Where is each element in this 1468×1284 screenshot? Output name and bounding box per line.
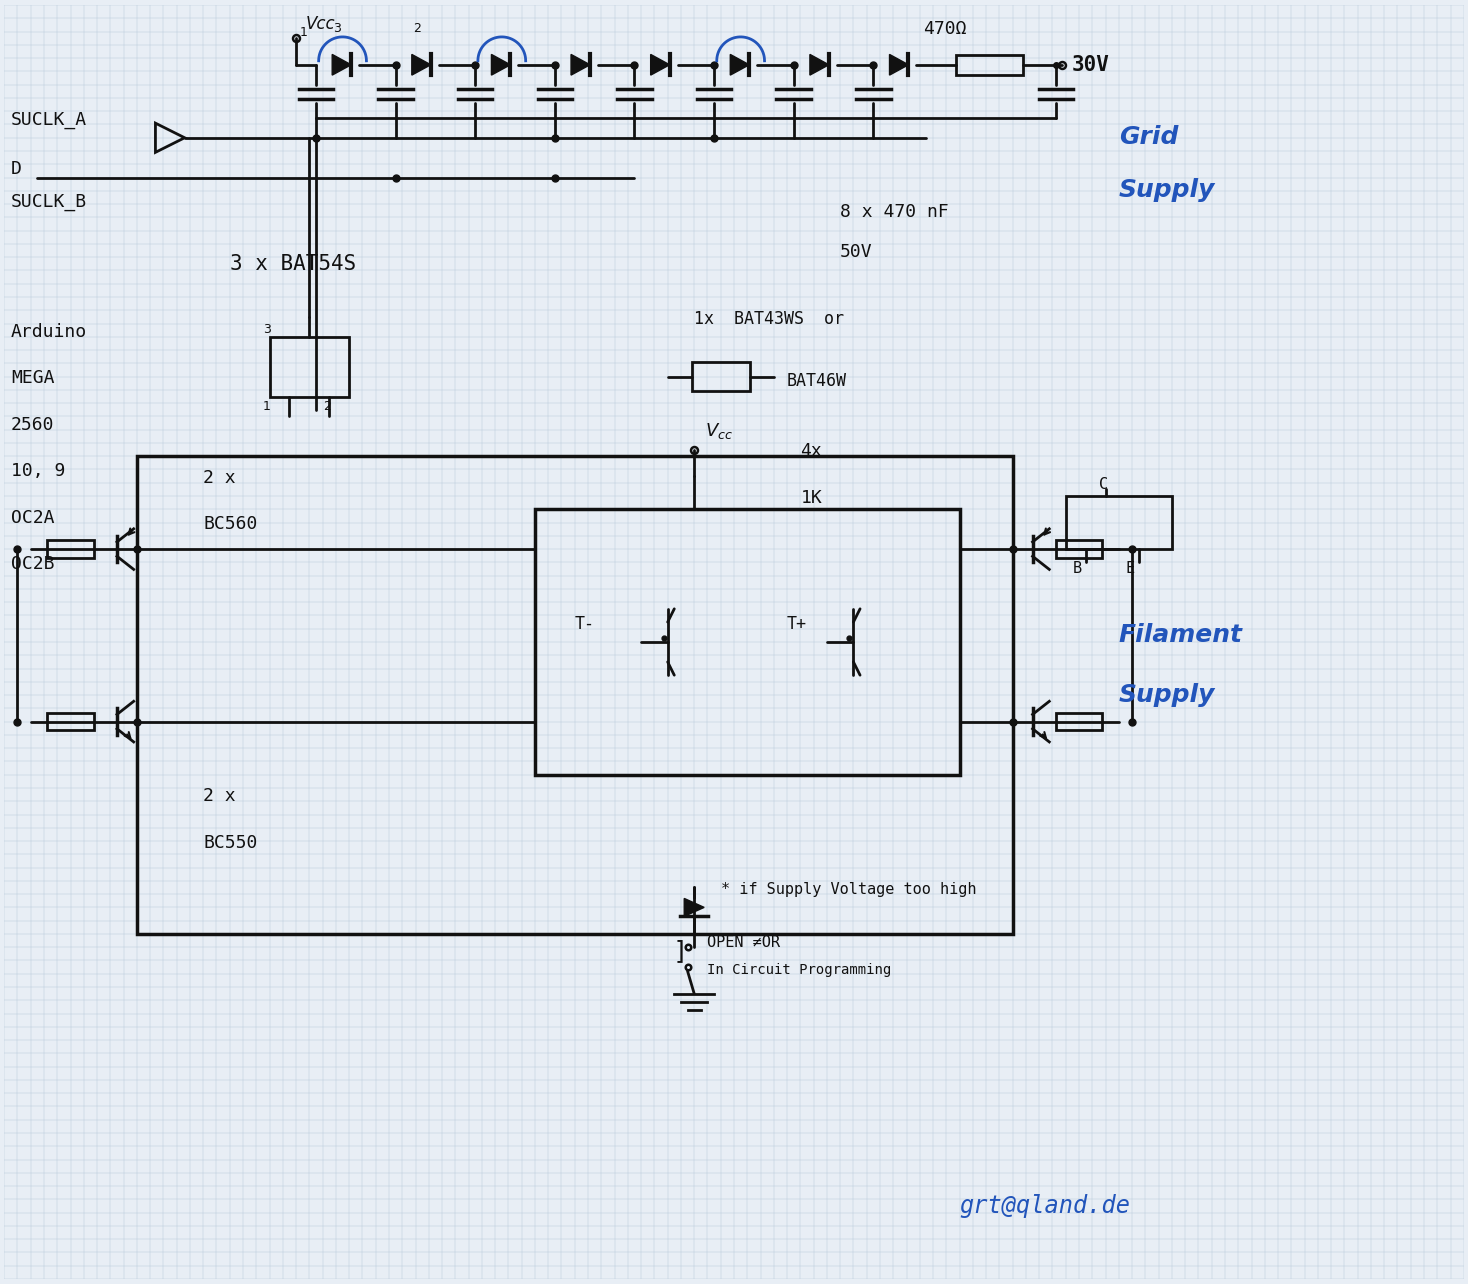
Text: 3: 3 xyxy=(333,22,341,35)
Text: 470Ω: 470Ω xyxy=(923,21,966,39)
Text: C: C xyxy=(1100,478,1108,492)
Polygon shape xyxy=(413,54,430,76)
Text: BAT46W: BAT46W xyxy=(787,372,847,390)
Polygon shape xyxy=(890,54,909,76)
Bar xyxy=(691,362,750,392)
Text: OC2A: OC2A xyxy=(10,508,54,526)
Polygon shape xyxy=(730,54,749,76)
Text: $V_{cc}$: $V_{cc}$ xyxy=(705,421,733,442)
Text: grt@qland.de: grt@qland.de xyxy=(960,1194,1130,1217)
Text: T+: T+ xyxy=(787,615,807,633)
Text: ]: ] xyxy=(674,939,684,963)
Text: Grid: Grid xyxy=(1119,126,1179,149)
Text: 8 x 470 nF: 8 x 470 nF xyxy=(840,203,948,221)
Text: D: D xyxy=(10,159,22,177)
Text: Supply: Supply xyxy=(1119,178,1216,203)
Text: SUCLK_B: SUCLK_B xyxy=(10,193,87,211)
Text: 2: 2 xyxy=(413,22,421,35)
Text: Supply: Supply xyxy=(1119,683,1216,706)
Polygon shape xyxy=(810,54,829,76)
Text: SUCLK_A: SUCLK_A xyxy=(10,110,87,128)
Text: Vcc: Vcc xyxy=(305,15,335,33)
Bar xyxy=(270,336,349,397)
Text: 4x: 4x xyxy=(800,442,822,460)
Text: 1: 1 xyxy=(299,26,308,39)
Bar xyxy=(47,541,94,557)
Text: 2 x: 2 x xyxy=(203,469,236,487)
Bar xyxy=(1066,496,1171,550)
Text: * if Supply Voltage too high: * if Supply Voltage too high xyxy=(721,882,976,898)
Text: B: B xyxy=(1073,561,1082,577)
Text: 1: 1 xyxy=(263,399,270,412)
Text: Filament: Filament xyxy=(1119,623,1243,647)
Text: 2560: 2560 xyxy=(10,416,54,434)
Text: OC2B: OC2B xyxy=(10,555,54,573)
Polygon shape xyxy=(684,899,705,917)
Text: E: E xyxy=(1126,561,1135,577)
Text: 1x  BAT43WS  or: 1x BAT43WS or xyxy=(694,309,844,327)
Text: MEGA: MEGA xyxy=(10,370,54,388)
Polygon shape xyxy=(492,54,511,76)
Text: 2 x: 2 x xyxy=(203,787,236,805)
Bar xyxy=(47,713,94,731)
Text: 1K: 1K xyxy=(800,489,822,507)
Text: Arduino: Arduino xyxy=(10,322,87,340)
Text: OPEN ≠OR: OPEN ≠OR xyxy=(708,935,781,950)
Bar xyxy=(956,55,1023,74)
Polygon shape xyxy=(571,54,590,76)
Text: 3 x BAT54S: 3 x BAT54S xyxy=(230,254,357,275)
Text: 10, 9: 10, 9 xyxy=(10,462,65,480)
Text: 30V: 30V xyxy=(1072,55,1110,76)
Text: BC560: BC560 xyxy=(203,515,257,533)
Text: 3: 3 xyxy=(263,322,270,336)
Text: In Circuit Programming: In Circuit Programming xyxy=(708,963,891,977)
Text: 50V: 50V xyxy=(840,243,873,261)
Bar xyxy=(1055,713,1102,731)
Text: 2: 2 xyxy=(323,399,330,412)
Bar xyxy=(1055,541,1102,557)
Text: T-: T- xyxy=(575,615,595,633)
Polygon shape xyxy=(650,54,669,76)
Bar xyxy=(137,456,1013,933)
Polygon shape xyxy=(332,54,351,76)
Bar xyxy=(534,510,960,774)
Text: BC550: BC550 xyxy=(203,833,257,851)
